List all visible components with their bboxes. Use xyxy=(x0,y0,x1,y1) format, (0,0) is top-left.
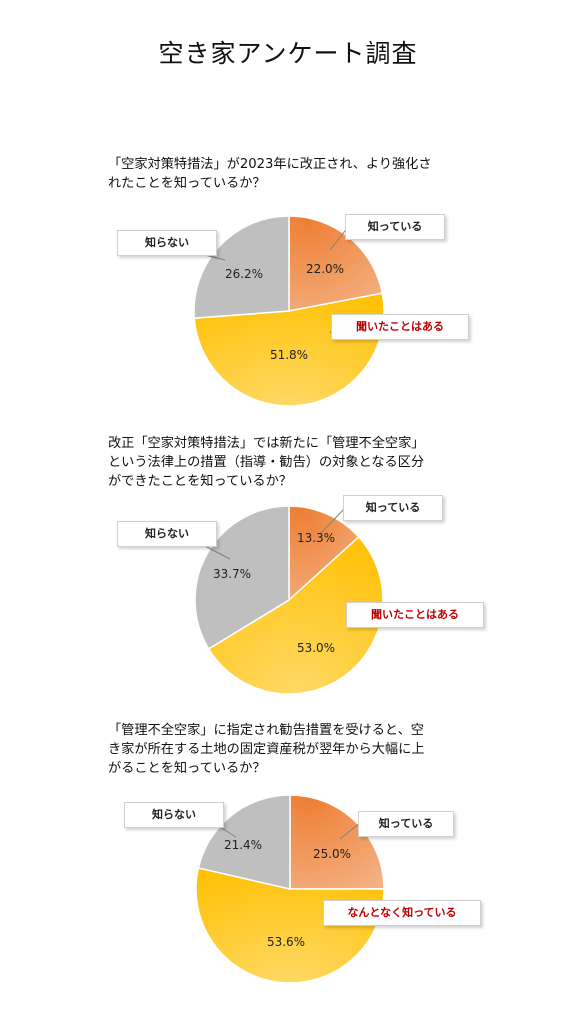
question-line: き家が所在する土地の固定資産税が翌年から大幅に上 xyxy=(108,742,425,757)
pie-chart xyxy=(193,215,385,407)
pct-label-know: 25.0% xyxy=(312,847,352,861)
question-line: という法律上の措置（指導・勧告）の対象となる区分 xyxy=(108,455,425,470)
callout-dont: 知らない xyxy=(117,230,217,256)
chart-section-2: 改正「空家対策特措法」では新たに「管理不全空家」 という法律上の措置（指導・勧告… xyxy=(0,434,576,714)
pie-slice-know xyxy=(288,505,360,602)
pie-slice-know xyxy=(289,794,385,890)
chart-section-1: 「空家対策特措法」が2023年に改正され、より強化さ れたことを知っているか？ … xyxy=(0,155,576,435)
question-text: 「空家対策特措法」が2023年に改正され、より強化さ れたことを知っているか？ xyxy=(108,155,480,193)
pie-slice-dont xyxy=(197,794,291,890)
leader-line xyxy=(319,507,346,535)
pct-label-know: 22.0% xyxy=(305,262,345,276)
pct-label-dont: 21.4% xyxy=(223,838,263,852)
callout-dont: 知らない xyxy=(117,521,217,547)
callout-heard: なんとなく知っている xyxy=(323,900,481,926)
question-line: がることを知っているか？ xyxy=(108,761,266,776)
question-line: れたことを知っているか？ xyxy=(108,176,266,191)
pct-label-heard: 53.0% xyxy=(296,641,336,655)
callout-know: 知っている xyxy=(345,214,445,240)
callout-know: 知っている xyxy=(343,495,443,521)
question-text: 「管理不全空家」に指定され勧告措置を受けると、空 き家が所在する土地の固定資産税… xyxy=(108,721,480,778)
leader-line xyxy=(204,545,231,560)
pct-label-heard: 53.6% xyxy=(266,935,306,949)
pie-slice-heard xyxy=(195,867,385,984)
pie-slice-dont xyxy=(194,505,290,650)
pie-slice-dont xyxy=(193,215,290,319)
callout-heard: 聞いたことはある xyxy=(331,314,469,340)
callout-heard: 聞いたことはある xyxy=(346,602,484,628)
question-line: ができたことを知っているか？ xyxy=(108,474,292,489)
question-line: 「空家対策特措法」が2023年に改正され、より強化さ xyxy=(108,157,432,172)
chart-section-3: 「管理不全空家」に指定され勧告措置を受けると、空 き家が所在する土地の固定資産税… xyxy=(0,721,576,1001)
pct-label-know: 13.3% xyxy=(296,531,336,545)
pct-label-dont: 26.2% xyxy=(224,267,264,281)
page-title: 空き家アンケート調査 xyxy=(158,39,418,68)
pct-label-dont: 33.7% xyxy=(212,567,252,581)
pct-label-heard: 51.8% xyxy=(269,348,309,362)
pie-chart xyxy=(194,505,384,695)
callout-know: 知っている xyxy=(358,811,454,837)
leader-line xyxy=(339,822,361,840)
pie-chart xyxy=(195,794,385,984)
pie-slice-heard xyxy=(207,535,384,695)
question-line: 改正「空家対策特措法」では新たに「管理不全空家」 xyxy=(108,436,425,451)
question-line: 「管理不全空家」に指定され勧告措置を受けると、空 xyxy=(108,723,424,738)
callout-dont: 知らない xyxy=(124,802,224,828)
question-text: 改正「空家対策特措法」では新たに「管理不全空家」 という法律上の措置（指導・勧告… xyxy=(108,434,480,491)
